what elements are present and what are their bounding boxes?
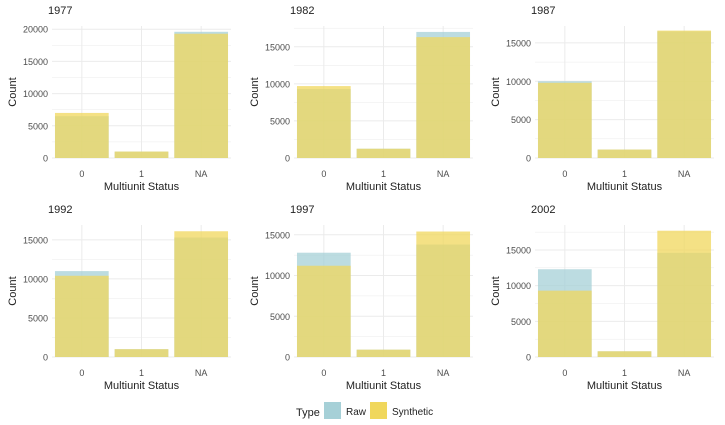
x-axis-label: Multiunit Status [104, 181, 180, 193]
bar-synthetic-NA [416, 231, 471, 357]
bar-synthetic-0 [54, 112, 109, 158]
y-tick-label: 10000 [265, 271, 290, 281]
y-tick-label: 10000 [23, 89, 48, 99]
y-tick-label: 5000 [270, 312, 290, 322]
x-tick-label: 0 [562, 169, 567, 179]
x-tick-label: NA [678, 169, 691, 179]
y-tick-label: 20000 [23, 25, 48, 35]
y-axis-label: Count [7, 276, 19, 305]
panel-1992: 0 5000 10000 15000 0 1 NA 1992 Multiunit Status C… [7, 204, 231, 392]
y-tick-label: 10000 [265, 79, 290, 89]
legend-key-raw [324, 402, 341, 419]
y-tick-label: 10000 [506, 281, 531, 291]
y-tick-label: 15000 [506, 245, 531, 255]
y-axis-label: Count [249, 77, 261, 106]
legend-key-synthetic [370, 402, 387, 419]
x-tick-label: 0 [321, 169, 326, 179]
bar-synthetic-1 [114, 151, 169, 158]
y-tick-label: 5000 [511, 115, 531, 125]
y-tick-label: 0 [526, 353, 531, 363]
y-tick-label: 0 [285, 353, 290, 363]
y-tick-label: 0 [43, 154, 48, 164]
panel-1982: 0 5000 10000 15000 0 1 NA 1982 Multiunit Status C… [249, 5, 473, 193]
bar-synthetic-1 [114, 349, 169, 357]
y-tick-label: 5000 [270, 116, 290, 126]
x-tick-label: NA [437, 368, 450, 378]
x-tick-label: 1 [622, 169, 627, 179]
panel-1987: 0 5000 10000 15000 0 1 NA 1987 Multiunit Status C… [490, 5, 714, 193]
x-tick-label: 1 [622, 368, 627, 378]
y-axis-label: Count [490, 77, 502, 106]
x-axis-label: Multiunit Status [104, 380, 180, 392]
x-tick-label: 0 [321, 368, 326, 378]
bar-synthetic-NA [657, 230, 712, 357]
y-tick-label: 0 [285, 154, 290, 164]
panel-title: 1977 [48, 5, 72, 17]
x-axis-label: Multiunit Status [346, 380, 422, 392]
y-axis-label: Count [249, 276, 261, 305]
y-tick-label: 15000 [23, 235, 48, 245]
x-tick-label: 1 [381, 169, 386, 179]
x-tick-label: 1 [139, 368, 144, 378]
x-tick-label: NA [195, 169, 208, 179]
bar-synthetic-1 [356, 349, 411, 357]
x-tick-label: 0 [79, 368, 84, 378]
y-tick-label: 5000 [28, 313, 48, 323]
bar-synthetic-0 [296, 265, 351, 357]
x-axis-label: Multiunit Status [587, 181, 663, 193]
x-axis-label: Multiunit Status [587, 380, 663, 392]
y-tick-label: 15000 [265, 42, 290, 52]
x-tick-label: 0 [562, 368, 567, 378]
y-tick-label: 15000 [23, 57, 48, 67]
panel-title: 1992 [48, 204, 72, 216]
panel-title: 1997 [290, 204, 314, 216]
bar-synthetic-0 [54, 275, 109, 357]
bar-synthetic-NA [416, 37, 471, 158]
y-tick-label: 10000 [23, 274, 48, 284]
y-tick-label: 5000 [28, 121, 48, 131]
x-tick-label: NA [678, 368, 691, 378]
bar-synthetic-0 [537, 82, 592, 158]
panel-title: 1987 [531, 5, 555, 17]
x-tick-label: 0 [79, 169, 84, 179]
x-tick-label: NA [195, 368, 208, 378]
bar-synthetic-NA [174, 231, 229, 357]
bar-synthetic-0 [296, 86, 351, 158]
bar-synthetic-NA [174, 33, 229, 158]
y-tick-label: 0 [43, 353, 48, 363]
y-axis-label: Count [7, 77, 19, 106]
x-tick-label: NA [437, 169, 450, 179]
x-tick-label: 1 [381, 368, 386, 378]
panel-title: 1982 [290, 5, 314, 17]
y-tick-label: 0 [526, 154, 531, 164]
x-axis-label: Multiunit Status [346, 181, 422, 193]
legend-title: Type [296, 407, 320, 419]
bar-synthetic-NA [657, 30, 712, 158]
bar-synthetic-0 [537, 290, 592, 357]
panel-1997: 0 5000 10000 15000 0 1 NA 1997 Multiunit Status C… [249, 204, 473, 392]
legend-label-raw: Raw [346, 407, 367, 418]
y-tick-label: 10000 [506, 77, 531, 87]
panel-title: 2002 [531, 204, 555, 216]
bar-synthetic-1 [597, 351, 652, 357]
bar-synthetic-1 [597, 149, 652, 158]
panel-2002: 0 5000 10000 15000 0 1 NA 2002 Multiunit Status C… [490, 204, 714, 392]
legend: Type Raw Synthetic [296, 402, 433, 419]
y-tick-label: 5000 [511, 317, 531, 327]
y-tick-label: 15000 [265, 230, 290, 240]
x-tick-label: 1 [139, 169, 144, 179]
bar-synthetic-1 [356, 148, 411, 158]
y-axis-label: Count [490, 276, 502, 305]
y-tick-label: 15000 [506, 38, 531, 48]
legend-label-synthetic: Synthetic [392, 407, 433, 418]
panel-1977: 0 5000 10000 15000 20000 0 1 NA 1977 Multiunit St… [7, 5, 231, 193]
